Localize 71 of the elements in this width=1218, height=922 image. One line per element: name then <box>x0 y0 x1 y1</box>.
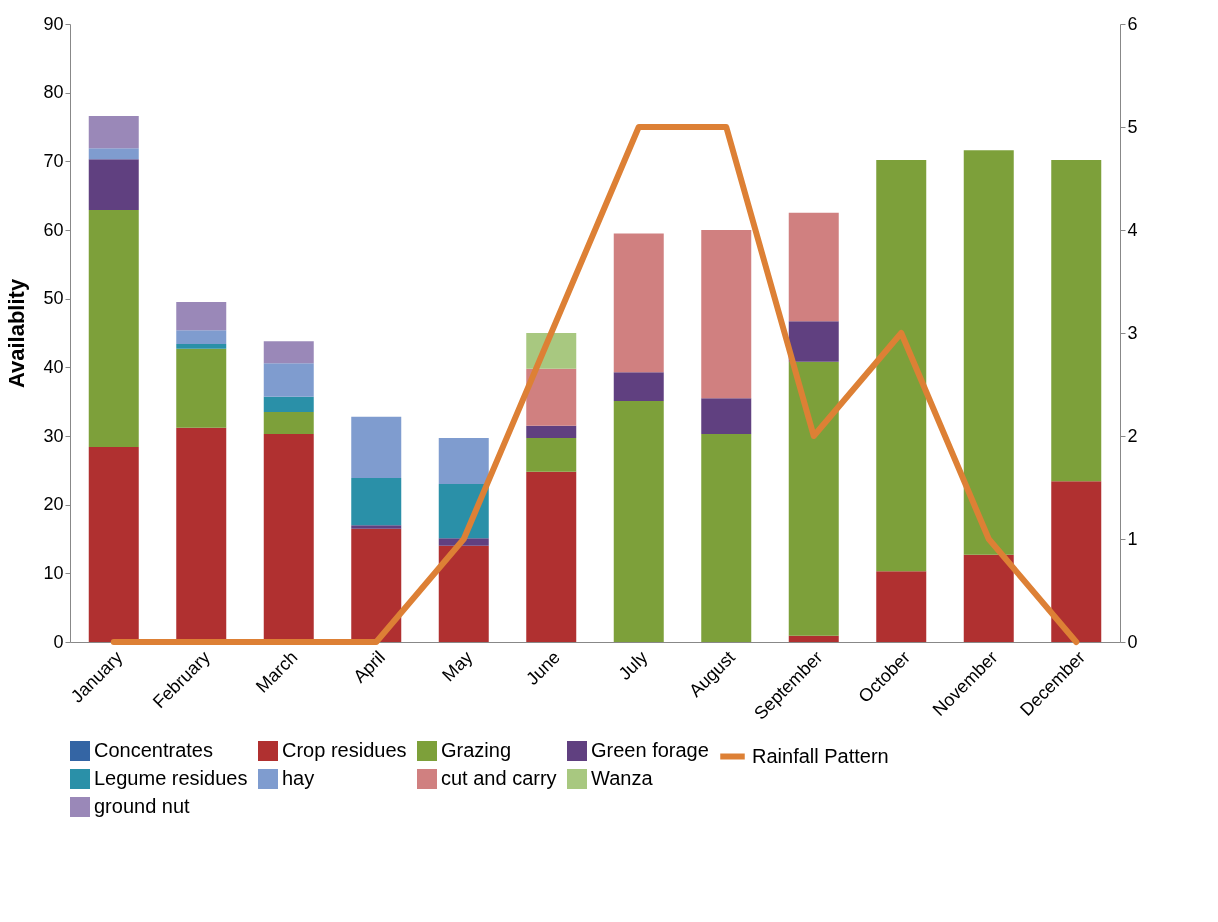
bar <box>88 148 139 160</box>
y-tick-label: 10 <box>43 562 64 583</box>
y2-tick-label: 3 <box>1127 322 1138 343</box>
y2-tick-label: 2 <box>1127 425 1138 446</box>
bar <box>701 230 752 399</box>
bar <box>963 150 1014 555</box>
bar <box>176 427 227 642</box>
bar <box>263 411 314 434</box>
bar <box>176 302 227 331</box>
bar <box>176 343 227 349</box>
legend-label: Wanza <box>591 767 654 789</box>
y-tick-label: 90 <box>43 13 64 34</box>
bar <box>1051 159 1102 482</box>
y-tick-label: 40 <box>43 356 64 377</box>
bar <box>613 233 664 373</box>
bar <box>788 212 839 322</box>
bar <box>263 433 314 642</box>
y-tick-label: 80 <box>43 82 64 103</box>
bar <box>88 116 139 149</box>
bar <box>526 438 577 472</box>
y2-tick-label: 5 <box>1127 116 1138 137</box>
bar <box>263 363 314 397</box>
bar <box>788 361 839 636</box>
bar <box>526 471 577 642</box>
bar <box>526 425 577 439</box>
y-tick-label: 60 <box>43 219 64 240</box>
bar <box>613 400 664 642</box>
y2-tick-label: 0 <box>1127 631 1138 652</box>
bar <box>1051 481 1102 642</box>
legend-label: cut and carry <box>441 767 557 789</box>
bar <box>963 554 1014 642</box>
y-tick-label: 0 <box>53 631 64 652</box>
legend-label: Green forage <box>591 739 709 761</box>
bar <box>788 321 839 362</box>
bar <box>876 571 927 642</box>
bar <box>176 348 227 428</box>
y-tick-label: 30 <box>43 425 64 446</box>
legend-label: Grazing <box>441 739 512 761</box>
bar <box>613 372 664 401</box>
y2-tick-label: 1 <box>1127 528 1138 549</box>
bar <box>263 396 314 412</box>
legend-label: Rainfall Pattern <box>752 744 889 767</box>
bar <box>788 635 839 642</box>
legend-label: Legume residues <box>94 767 248 789</box>
legend-label: ground nut <box>94 795 191 817</box>
bar <box>351 416 402 478</box>
bar <box>876 159 927 572</box>
bar <box>88 210 139 447</box>
bar <box>701 433 752 642</box>
bar <box>88 159 139 211</box>
legend-label: hay <box>282 767 315 789</box>
x-tick-label: July <box>614 647 652 684</box>
y2-tick-label: 4 <box>1127 219 1138 240</box>
bar <box>438 545 489 642</box>
legend-label: Concentrates <box>94 739 213 761</box>
bar <box>438 438 489 485</box>
bar <box>88 446 139 642</box>
x-tick-label: May <box>438 647 477 686</box>
y-tick-label: 70 <box>43 150 64 171</box>
bar <box>701 398 752 434</box>
y2-tick-label: 6 <box>1127 13 1138 34</box>
y-tick-label: 50 <box>43 288 64 309</box>
y-tick-label: 20 <box>43 494 64 515</box>
bar <box>351 525 402 529</box>
bar <box>176 330 227 344</box>
y-axis-title: Availablity <box>4 278 30 389</box>
bar <box>351 477 402 526</box>
bar <box>351 528 402 642</box>
bar <box>526 368 577 426</box>
legend-label: Crop residues <box>282 739 407 761</box>
bar <box>263 341 314 364</box>
